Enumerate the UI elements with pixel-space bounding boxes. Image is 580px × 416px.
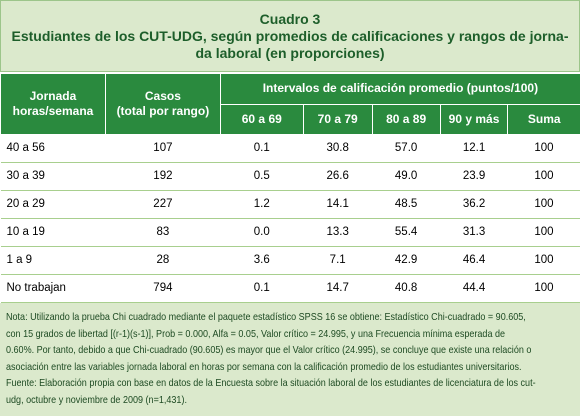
cell: 40.8: [372, 274, 441, 303]
cell: 7.1: [303, 246, 373, 275]
header-text: horas/semana: [12, 103, 94, 118]
cell: 83: [105, 218, 221, 247]
cell: 46.4: [440, 246, 508, 275]
cell: 40 a 56: [0, 134, 106, 163]
subheader-cell: 90 y más: [439, 104, 508, 135]
cell: 42.9: [372, 246, 441, 275]
header-cell: Jornada horas/semana: [0, 74, 106, 135]
row: 20 a 29 227 1.2 14.1 48.5 36.2 100: [0, 190, 580, 219]
cell: 100: [507, 218, 580, 247]
subheader-cell: 80 a 89: [371, 104, 441, 135]
cell: 3.6: [220, 246, 304, 275]
table: Jornada horas/semana Casos (total por rang…: [0, 74, 580, 303]
note-line: udg, octubre y noviembre de 2009 (n=1,43…: [6, 393, 187, 406]
header-text: Jornada: [29, 88, 77, 103]
cell: 44.4: [440, 274, 508, 303]
cell: 10 a 19: [0, 218, 106, 247]
row: No trabajan 794 0.1 14.7 40.8 44.4 100: [0, 274, 580, 303]
title: Cuadro 3: [259, 11, 321, 27]
cell: 0.5: [220, 162, 304, 191]
subheader-cell: 60 a 69: [219, 104, 304, 135]
subheader-cell: 70 a 79: [302, 104, 373, 135]
note-line: Fuente: Elaboración propia con base en d…: [6, 377, 536, 389]
cell: 28: [105, 246, 221, 275]
cell: 192: [105, 162, 221, 191]
cell: 55.4: [372, 218, 441, 247]
cell: 13.3: [303, 218, 373, 247]
cell: 0.1: [220, 134, 304, 163]
note-line: con 15 grados de libertad [(r-1)(s-1)], …: [6, 327, 506, 340]
title-box: Cuadro 3 Estudiantes de los CUT-UDG, seg…: [0, 0, 580, 72]
cell: 14.1: [303, 190, 373, 219]
cell: 1.2: [220, 190, 304, 219]
cell: No trabajan: [0, 274, 106, 303]
cell: 100: [507, 190, 580, 219]
header-text: (total por rango): [116, 103, 210, 118]
cell: 36.2: [440, 190, 508, 219]
header-cell: Intervalos de calificación promedio (pun…: [219, 74, 580, 105]
subtitle-line: Estudiantes de los CUT-UDG, según promed…: [11, 28, 569, 44]
subheader-cell: Suma: [507, 104, 580, 135]
cell: 794: [105, 274, 221, 303]
cell: 0.1: [220, 274, 304, 303]
cell: 48.5: [372, 190, 441, 219]
cell: 30 a 39: [0, 162, 106, 191]
header-text: Casos: [144, 88, 181, 103]
cell: 100: [507, 274, 580, 303]
cell: 100: [507, 162, 580, 191]
cell: 57.0: [372, 134, 441, 163]
note-line: 0.60%. Por tanto, debido a que Chi-cuadr…: [6, 344, 532, 356]
subtitle-line: da laboral (en proporciones): [195, 45, 385, 61]
row: 30 a 39 192 0.5 26.6 49.0 23.9 100: [0, 162, 580, 191]
cell: 0.0: [220, 218, 304, 247]
cell: 14.7: [303, 274, 373, 303]
note-line: Nota: Utilizando la prueba Chi cuadrado …: [6, 311, 526, 323]
cell: 31.3: [440, 218, 508, 247]
cell: 100: [507, 134, 580, 163]
cell: 107: [105, 134, 221, 163]
row: 40 a 56 107 0.1 30.8 57.0 12.1 100: [0, 134, 580, 163]
cell: 1 a 9: [0, 246, 106, 275]
cell: 227: [105, 190, 221, 219]
cell: 20 a 29: [0, 190, 106, 219]
note: Nota: Utilizando la prueba Chi cuadrado …: [0, 303, 580, 416]
cell: 100: [507, 246, 580, 275]
cell: 23.9: [440, 162, 508, 191]
note-line: asociación entre las variables jornada l…: [6, 360, 522, 373]
cell: 26.6: [303, 162, 373, 191]
cell: 49.0: [372, 162, 441, 191]
cell: 30.8: [303, 134, 373, 163]
header-cell: Casos (total por rango): [104, 74, 221, 135]
row: 10 a 19 83 0.0 13.3 55.4 31.3 100: [0, 218, 580, 247]
row: 1 a 9 28 3.6 7.1 42.9 46.4 100: [0, 246, 580, 275]
cell: 12.1: [440, 134, 508, 163]
